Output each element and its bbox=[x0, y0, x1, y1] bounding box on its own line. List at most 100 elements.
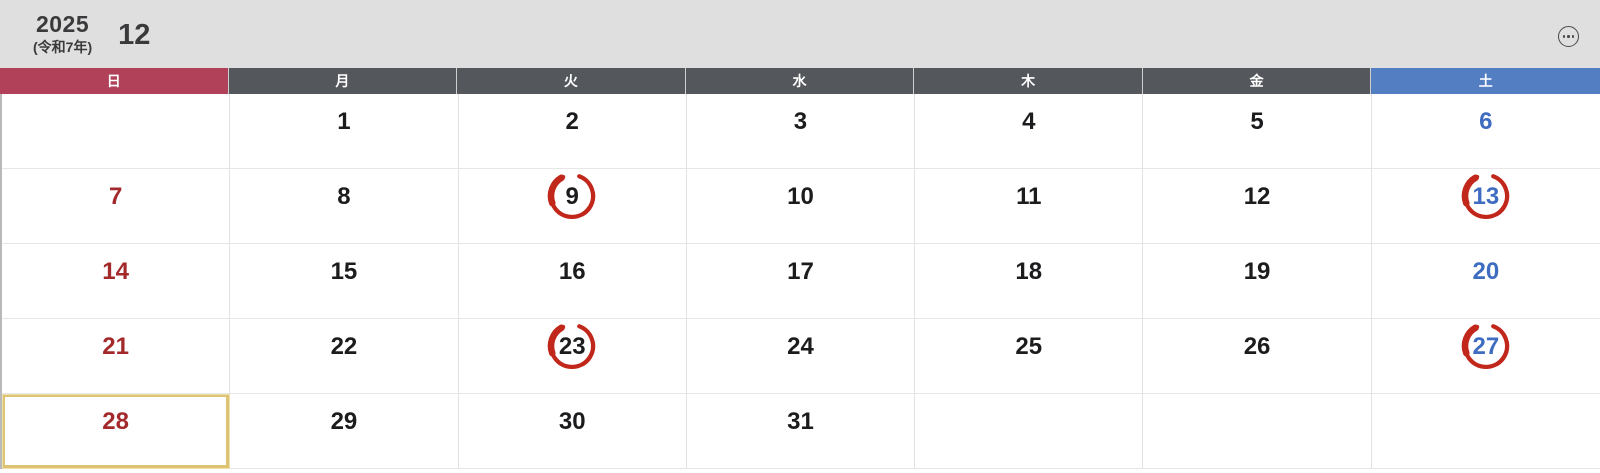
day-number-wrap: 10 bbox=[785, 182, 815, 212]
day-cell[interactable]: 13 bbox=[1371, 169, 1600, 244]
day-number: 12 bbox=[1243, 183, 1271, 210]
empty-day-cell bbox=[1143, 394, 1372, 469]
weekday-header-weekday: 水 bbox=[685, 68, 915, 94]
day-cell[interactable]: 4 bbox=[915, 94, 1144, 169]
day-number: 30 bbox=[558, 408, 586, 435]
day-cell[interactable]: 1 bbox=[230, 94, 459, 169]
day-number: 7 bbox=[108, 183, 123, 210]
day-cell[interactable]: 14 bbox=[2, 244, 231, 319]
day-number: 22 bbox=[330, 333, 358, 360]
day-cell[interactable]: 27 bbox=[1371, 319, 1600, 394]
day-cell[interactable]: 7 bbox=[2, 169, 231, 244]
empty-day-cell bbox=[915, 394, 1144, 469]
day-cell[interactable]: 17 bbox=[686, 244, 916, 319]
day-cell[interactable]: 18 bbox=[915, 244, 1144, 319]
day-cell[interactable]: 10 bbox=[686, 169, 916, 244]
day-cell[interactable]: 22 bbox=[230, 319, 459, 394]
day-number: 24 bbox=[787, 333, 814, 360]
day-cell[interactable]: 23 bbox=[458, 319, 687, 394]
day-number: 3 bbox=[793, 108, 808, 135]
day-cell[interactable]: 5 bbox=[1143, 94, 1372, 169]
day-number: 21 bbox=[102, 333, 129, 360]
day-number-wrap: 16 bbox=[557, 257, 587, 287]
day-number: 15 bbox=[330, 258, 358, 285]
day-number-wrap: 9 bbox=[547, 174, 596, 220]
day-cell[interactable]: 6 bbox=[1371, 94, 1600, 169]
calendar-header: 2025 (令和7年) 12 bbox=[0, 0, 1600, 68]
day-number: 25 bbox=[1015, 333, 1043, 360]
day-number-wrap: 25 bbox=[1014, 332, 1044, 362]
day-number: 18 bbox=[1015, 258, 1043, 285]
day-number-wrap: 22 bbox=[329, 332, 359, 362]
day-number-wrap: 29 bbox=[329, 407, 359, 437]
bottom-gap bbox=[0, 469, 1600, 473]
day-number: 9 bbox=[565, 183, 579, 210]
day-number: 10 bbox=[787, 183, 814, 210]
day-number: 11 bbox=[1016, 183, 1042, 210]
day-cell[interactable]: 2 bbox=[458, 94, 687, 169]
weekday-header-row: 日月火水木金土 bbox=[0, 68, 1600, 94]
day-cell[interactable]: 8 bbox=[230, 169, 459, 244]
year-label: 2025 bbox=[35, 11, 90, 38]
day-cell[interactable]: 25 bbox=[915, 319, 1144, 394]
day-number: 5 bbox=[1250, 108, 1264, 135]
day-number: 29 bbox=[330, 408, 358, 435]
day-number: 4 bbox=[1022, 108, 1036, 135]
day-number-wrap: 5 bbox=[1242, 107, 1272, 137]
day-cell[interactable]: 20 bbox=[1371, 244, 1600, 319]
day-number-wrap: 28 bbox=[101, 407, 131, 437]
day-number-wrap: 24 bbox=[785, 332, 815, 362]
day-number: 28 bbox=[102, 408, 129, 435]
era-label: (令和7年) bbox=[33, 39, 93, 56]
selected-day-cell[interactable]: 28 bbox=[2, 394, 231, 469]
day-number-wrap: 6 bbox=[1471, 107, 1501, 137]
day-cell[interactable]: 30 bbox=[458, 394, 687, 469]
month-label: 12 bbox=[118, 18, 151, 51]
day-cell[interactable]: 16 bbox=[458, 244, 687, 319]
weekday-header-weekday: 木 bbox=[914, 68, 1143, 94]
day-number: 6 bbox=[1479, 108, 1493, 135]
day-number: 8 bbox=[337, 183, 351, 210]
day-number: 19 bbox=[1243, 258, 1271, 285]
day-cell[interactable]: 19 bbox=[1143, 244, 1372, 319]
day-number-wrap: 27 bbox=[1461, 324, 1510, 370]
day-number: 23 bbox=[558, 333, 586, 360]
day-number-wrap: 12 bbox=[1242, 182, 1272, 212]
day-cell[interactable]: 9 bbox=[458, 169, 687, 244]
day-number-wrap: 3 bbox=[785, 107, 815, 137]
day-cell[interactable]: 12 bbox=[1143, 169, 1372, 244]
weekday-header-weekday: 金 bbox=[1142, 68, 1372, 94]
year-block: 2025 (令和7年) bbox=[33, 11, 93, 56]
day-number-wrap: 30 bbox=[557, 407, 587, 437]
day-number-wrap: 19 bbox=[1242, 257, 1272, 287]
day-cell[interactable]: 21 bbox=[2, 319, 231, 394]
day-number-wrap: 8 bbox=[329, 182, 359, 212]
day-number-wrap: 15 bbox=[329, 257, 359, 287]
day-number-wrap: 7 bbox=[101, 182, 131, 212]
day-number-wrap: 1 bbox=[329, 107, 359, 137]
day-number: 31 bbox=[787, 408, 814, 435]
day-cell[interactable]: 15 bbox=[230, 244, 459, 319]
ellipsis-dot bbox=[1562, 35, 1566, 38]
day-number-wrap: 17 bbox=[785, 257, 815, 287]
day-cell[interactable]: 11 bbox=[915, 169, 1144, 244]
day-number-wrap: 14 bbox=[101, 257, 131, 287]
day-number-wrap: 13 bbox=[1461, 174, 1510, 220]
weekday-header-saturday: 土 bbox=[1371, 68, 1600, 94]
day-number: 1 bbox=[337, 108, 351, 135]
calendar-grid: 1 2 3 4 5 6 7 8 9 10 11 12 13 14 15 16 17 18 19 20 21 22 23 24 2… bbox=[0, 94, 1600, 469]
day-number: 27 bbox=[1472, 333, 1500, 360]
day-number: 17 bbox=[787, 258, 814, 285]
day-number: 20 bbox=[1472, 258, 1500, 285]
day-number-wrap: 20 bbox=[1471, 257, 1501, 287]
empty-day-cell bbox=[2, 94, 231, 169]
more-options-icon[interactable] bbox=[1558, 26, 1579, 47]
day-cell[interactable]: 3 bbox=[686, 94, 916, 169]
day-number-wrap: 23 bbox=[547, 324, 596, 370]
day-cell[interactable]: 29 bbox=[230, 394, 459, 469]
day-number: 26 bbox=[1243, 333, 1271, 360]
day-cell[interactable]: 24 bbox=[686, 319, 916, 394]
day-cell[interactable]: 31 bbox=[686, 394, 916, 469]
day-cell[interactable]: 26 bbox=[1143, 319, 1372, 394]
